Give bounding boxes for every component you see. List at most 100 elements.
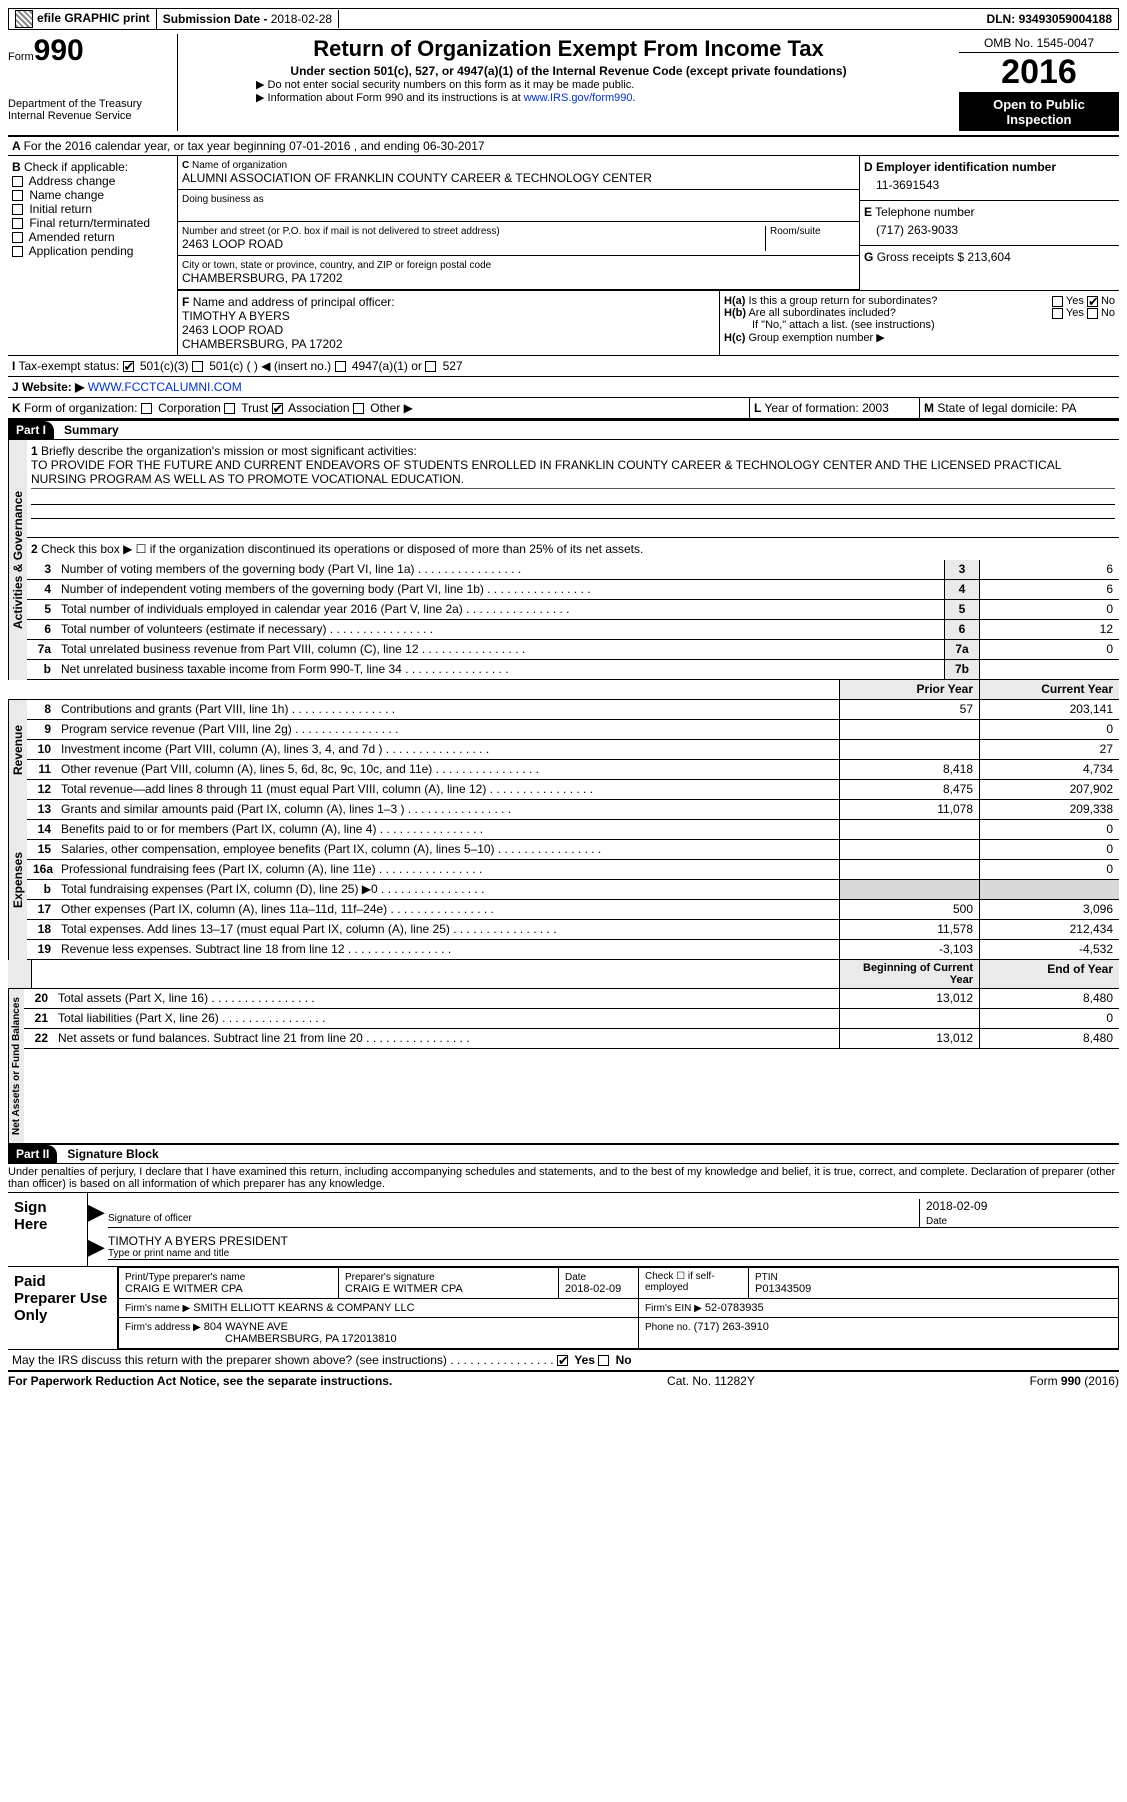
section-h: H(a) Is this a group return for subordin… [719,291,1119,355]
form-header: Form990 Department of the Treasury Inter… [8,30,1119,137]
discuss-no-checkbox[interactable] [598,1355,609,1366]
org-name: ALUMNI ASSOCIATION OF FRANKLIN COUNTY CA… [182,171,855,185]
website-link[interactable]: WWW.FCCTCALUMNI.COM [88,380,242,394]
summary-row: 15Salaries, other compensation, employee… [27,840,1119,860]
summary-row: 3Number of voting members of the governi… [27,560,1119,580]
org-street: 2463 LOOP ROAD [182,237,765,251]
summary-row: 18Total expenses. Add lines 13–17 (must … [27,920,1119,940]
page-footer: For Paperwork Reduction Act Notice, see … [8,1371,1119,1388]
summary-row: 5Total number of individuals employed in… [27,600,1119,620]
section-m: M State of legal domicile: PA [919,398,1119,418]
part-ii-header: Part II Signature Block [8,1143,1119,1164]
section-c-city: City or town, state or province, country… [178,256,859,290]
open-to-public: Open to Public Inspection [959,93,1119,131]
section-c-name: C Name of organization ALUMNI ASSOCIATIO… [178,156,859,190]
officer-name: TIMOTHY A BYERS PRESIDENT [108,1234,1119,1248]
discuss-row: May the IRS discuss this return with the… [8,1350,1119,1371]
b-check-item: Application pending [12,244,173,258]
summary-row: 13Grants and similar amounts paid (Part … [27,800,1119,820]
section-g: G Gross receipts $ 213,604 [860,246,1119,268]
tab-activities-governance: Activities & Governance [8,440,27,680]
b-check-item: Address change [12,174,173,188]
summary-row: 6Total number of volunteers (estimate if… [27,620,1119,640]
summary-row: 19Revenue less expenses. Subtract line 1… [27,940,1119,960]
summary-row: 4Number of independent voting members of… [27,580,1119,600]
sign-here-label: Sign Here [8,1193,88,1266]
section-klm: K Form of organization: Corporation Trus… [8,398,1119,419]
summary-row: 8Contributions and grants (Part VIII, li… [27,700,1119,720]
summary-row: 16aProfessional fundraising fees (Part I… [27,860,1119,880]
summary-row: 20Total assets (Part X, line 16)13,0128,… [24,989,1119,1009]
section-i: I Tax-exempt status: 501(c)(3) 501(c) ( … [8,356,1119,377]
tax-year: 2016 [959,53,1119,93]
form-title: Return of Organization Exempt From Incom… [186,36,951,62]
section-k: K Form of organization: Corporation Trus… [8,398,749,418]
b-check-item: Initial return [12,202,173,216]
line-1: 1 Briefly describe the organization's mi… [27,440,1119,538]
summary-row: 17Other expenses (Part IX, column (A), l… [27,900,1119,920]
header-center: Return of Organization Exempt From Incom… [178,34,959,131]
signature-of-officer: Signature of officer [108,1199,919,1227]
form-subtitle: Under section 501(c), 527, or 4947(a)(1)… [186,64,951,78]
section-c-street: Number and street (or P.O. box if mail i… [178,222,859,256]
k-corp-checkbox[interactable] [141,403,152,414]
k-assoc-checkbox[interactable] [272,403,283,414]
header-right: OMB No. 1545-0047 2016 Open to Public In… [959,34,1119,131]
mission-statement: TO PROVIDE FOR THE FUTURE AND CURRENT EN… [31,458,1115,489]
tab-expenses: Expenses [8,800,27,960]
dept-treasury: Department of the Treasury [8,98,173,110]
section-l: L Year of formation: 2003 [749,398,919,418]
summary-row: bNet unrelated business taxable income f… [27,660,1119,680]
discuss-yes-checkbox[interactable] [557,1355,568,1366]
preparer-table: Print/Type preparer's nameCRAIG E WITMER… [118,1267,1119,1349]
line-2: 2 Check this box ▶ ☐ if the organization… [27,538,1119,560]
section-c-dba: Doing business as [178,190,859,222]
summary-row: 21Total liabilities (Part X, line 26)0 [24,1009,1119,1029]
tab-revenue: Revenue [8,700,27,800]
form990-link[interactable]: www.IRS.gov/form990 [524,92,633,104]
submission-date: Submission Date - 2018-02-28 [157,10,339,28]
tab-net-assets: Net Assets or Fund Balances [8,989,24,1143]
summary-row: 7aTotal unrelated business revenue from … [27,640,1119,660]
section-d: D Employer identification number 11-3691… [860,156,1119,201]
form-number: Form990 [8,34,173,68]
boy-eoy-header: Beginning of Current Year End of Year [8,960,1119,989]
hb-yes-checkbox[interactable] [1052,308,1063,319]
k-other-checkbox[interactable] [353,403,364,414]
summary-row: 14Benefits paid to or for members (Part … [27,820,1119,840]
ha-no-checkbox[interactable] [1087,296,1098,307]
summary-row: 9Program service revenue (Part VIII, lin… [27,720,1119,740]
k-trust-checkbox[interactable] [224,403,235,414]
cat-number: Cat. No. 11282Y [667,1374,755,1388]
omb-number: OMB No. 1545-0047 [959,34,1119,53]
part-i-header: Part I Summary [8,419,1119,440]
section-e: E Telephone number (717) 263-9033 [860,201,1119,246]
i-501c3-checkbox[interactable] [123,361,134,372]
perjury-declaration: Under penalties of perjury, I declare th… [8,1164,1119,1193]
i-4947-checkbox[interactable] [335,361,346,372]
form-ref: Form 990 (2016) [1030,1374,1119,1388]
b-check-item: Amended return [12,230,173,244]
header-left: Form990 Department of the Treasury Inter… [8,34,178,131]
pra-notice: For Paperwork Reduction Act Notice, see … [8,1374,392,1388]
ein: 11-3691543 [864,174,1115,196]
section-b: B Check if applicable: Address change Na… [8,156,178,355]
dln: DLN: 93493059004188 [339,10,1118,28]
note-info: ▶ Information about Form 990 and its ins… [256,91,951,104]
section-j: J Website: ▶ WWW.FCCTCALUMNI.COM [8,377,1119,398]
efile-print: efile GRAPHIC print [9,8,157,30]
section-a: A For the 2016 calendar year, or tax yea… [8,137,1119,156]
summary-row: 11Other revenue (Part VIII, column (A), … [27,760,1119,780]
ha-yes-checkbox[interactable] [1052,296,1063,307]
top-bar: efile GRAPHIC print Submission Date - 20… [8,8,1119,30]
gross-receipts: 213,604 [967,250,1010,264]
hb-no-checkbox[interactable] [1087,308,1098,319]
i-527-checkbox[interactable] [425,361,436,372]
b-check-item: Name change [12,188,173,202]
paid-preparer-label: Paid Preparer Use Only [8,1267,118,1349]
note-ssn: ▶ Do not enter social security numbers o… [256,78,951,91]
org-city: CHAMBERSBURG, PA 17202 [182,271,855,285]
i-501c-checkbox[interactable] [192,361,203,372]
irs-label: Internal Revenue Service [8,110,173,122]
summary-row: 10Investment income (Part VIII, column (… [27,740,1119,760]
